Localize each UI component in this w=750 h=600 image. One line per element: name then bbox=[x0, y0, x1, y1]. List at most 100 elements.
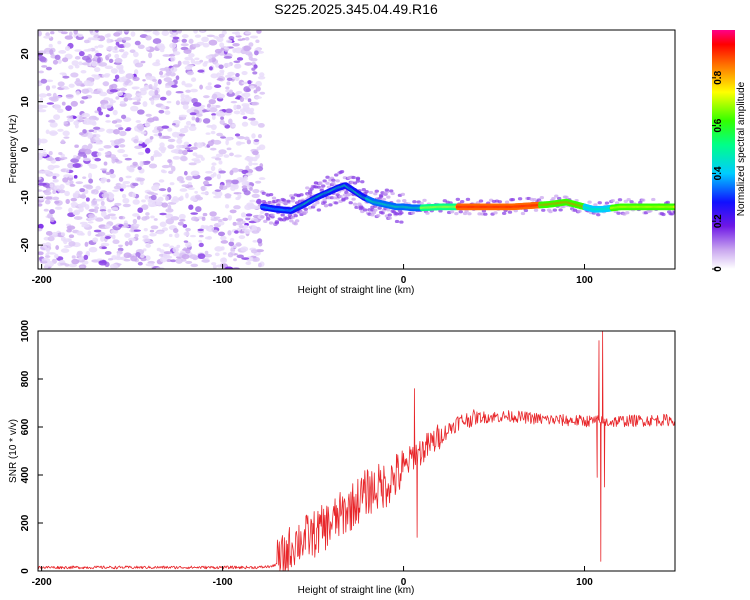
noise-blob bbox=[145, 243, 152, 248]
noise-blob bbox=[229, 170, 234, 176]
noise-blob bbox=[216, 173, 222, 180]
noise-blob bbox=[244, 228, 251, 235]
noise-blob bbox=[228, 118, 233, 125]
noise-blob bbox=[110, 83, 118, 89]
noise-blob bbox=[116, 119, 123, 123]
noise-blob bbox=[251, 193, 260, 199]
noise-blob bbox=[225, 179, 233, 183]
noise-blob bbox=[40, 78, 48, 84]
noise-blob bbox=[183, 49, 192, 54]
noise-blob bbox=[68, 234, 75, 239]
noise-blob bbox=[150, 155, 155, 162]
noise-blob bbox=[149, 229, 155, 233]
noise-blob bbox=[123, 30, 130, 33]
track-halo-blob bbox=[335, 179, 340, 183]
noise-blob bbox=[167, 187, 172, 193]
noise-blob bbox=[52, 59, 59, 65]
noise-blob bbox=[223, 62, 231, 68]
noise-blob bbox=[171, 131, 180, 138]
noise-blob bbox=[52, 196, 60, 201]
noise-blob bbox=[180, 180, 185, 183]
noise-blob bbox=[87, 134, 93, 139]
track-halo-blob bbox=[355, 179, 361, 183]
track-halo-blob bbox=[362, 208, 368, 212]
track-halo-blob bbox=[597, 201, 602, 205]
noise-blob bbox=[182, 149, 188, 156]
track-halo-blob bbox=[318, 181, 323, 186]
noise-blob bbox=[204, 250, 209, 255]
noise-blob bbox=[70, 158, 79, 163]
noise-blob bbox=[234, 133, 241, 137]
track-halo-blob bbox=[371, 211, 377, 215]
noise-blob bbox=[170, 66, 178, 73]
noise-blob bbox=[38, 228, 43, 232]
noise-blob bbox=[192, 43, 201, 48]
noise-blob bbox=[178, 133, 186, 137]
noise-blob bbox=[144, 147, 151, 154]
noise-blob bbox=[215, 110, 225, 117]
noise-blob bbox=[161, 202, 169, 208]
noise-blob bbox=[119, 188, 124, 192]
noise-blob bbox=[235, 72, 240, 78]
noise-blob bbox=[135, 252, 141, 257]
noise-blob bbox=[204, 176, 212, 181]
spectrogram-background bbox=[38, 30, 675, 269]
noise-blob bbox=[113, 139, 122, 145]
noise-blob bbox=[81, 88, 90, 94]
noise-blob bbox=[153, 184, 161, 187]
noise-blob bbox=[158, 70, 164, 76]
noise-blob bbox=[220, 116, 225, 120]
track-halo-blob bbox=[364, 190, 369, 194]
y-tick-label: 800 bbox=[20, 370, 31, 387]
noise-blob bbox=[150, 215, 155, 219]
noise-blob bbox=[79, 265, 85, 269]
track-halo-blob bbox=[593, 203, 598, 207]
noise-blob bbox=[101, 193, 110, 198]
noise-blob bbox=[49, 209, 55, 215]
noise-blob bbox=[241, 37, 246, 41]
noise-blob bbox=[195, 194, 201, 200]
noise-blob bbox=[123, 51, 129, 56]
noise-blob bbox=[124, 240, 130, 247]
noise-blob bbox=[208, 98, 217, 105]
noise-blob bbox=[210, 130, 216, 135]
snr-frame bbox=[37, 330, 676, 572]
noise-blob bbox=[216, 36, 224, 43]
noise-blob bbox=[214, 104, 221, 108]
noise-blob bbox=[242, 92, 251, 98]
noise-blob bbox=[184, 147, 191, 150]
noise-blob bbox=[112, 50, 119, 53]
noise-blob bbox=[170, 149, 179, 154]
noise-blob bbox=[54, 206, 63, 210]
noise-blob bbox=[202, 118, 211, 124]
noise-blob bbox=[211, 113, 217, 116]
noise-blob bbox=[223, 185, 228, 190]
noise-blob bbox=[114, 124, 122, 128]
noise-blob bbox=[248, 117, 256, 121]
noise-blob bbox=[163, 255, 173, 259]
noise-blob bbox=[114, 145, 119, 149]
noise-blob bbox=[199, 234, 204, 238]
noise-blob bbox=[121, 225, 130, 228]
track-halo-blob bbox=[548, 210, 553, 214]
noise-blob bbox=[251, 67, 256, 71]
noise-blob bbox=[100, 211, 107, 217]
y-tick-label: 1000 bbox=[20, 319, 31, 342]
noise-blob bbox=[233, 258, 237, 262]
track-halo-blob bbox=[355, 176, 361, 180]
track-halo-blob bbox=[316, 208, 322, 212]
noise-blob bbox=[164, 110, 171, 115]
noise-blob bbox=[134, 145, 143, 150]
noise-blob bbox=[47, 252, 56, 255]
noise-blob bbox=[48, 119, 56, 123]
noise-blob bbox=[244, 180, 250, 187]
noise-blob bbox=[100, 242, 110, 247]
track-halo-blob bbox=[293, 214, 298, 218]
noise-blob bbox=[224, 124, 231, 129]
noise-blob bbox=[137, 207, 144, 213]
noise-blob bbox=[54, 200, 60, 204]
noise-blob bbox=[258, 144, 266, 151]
noise-blob bbox=[107, 257, 114, 261]
track-halo-blob bbox=[381, 197, 387, 202]
